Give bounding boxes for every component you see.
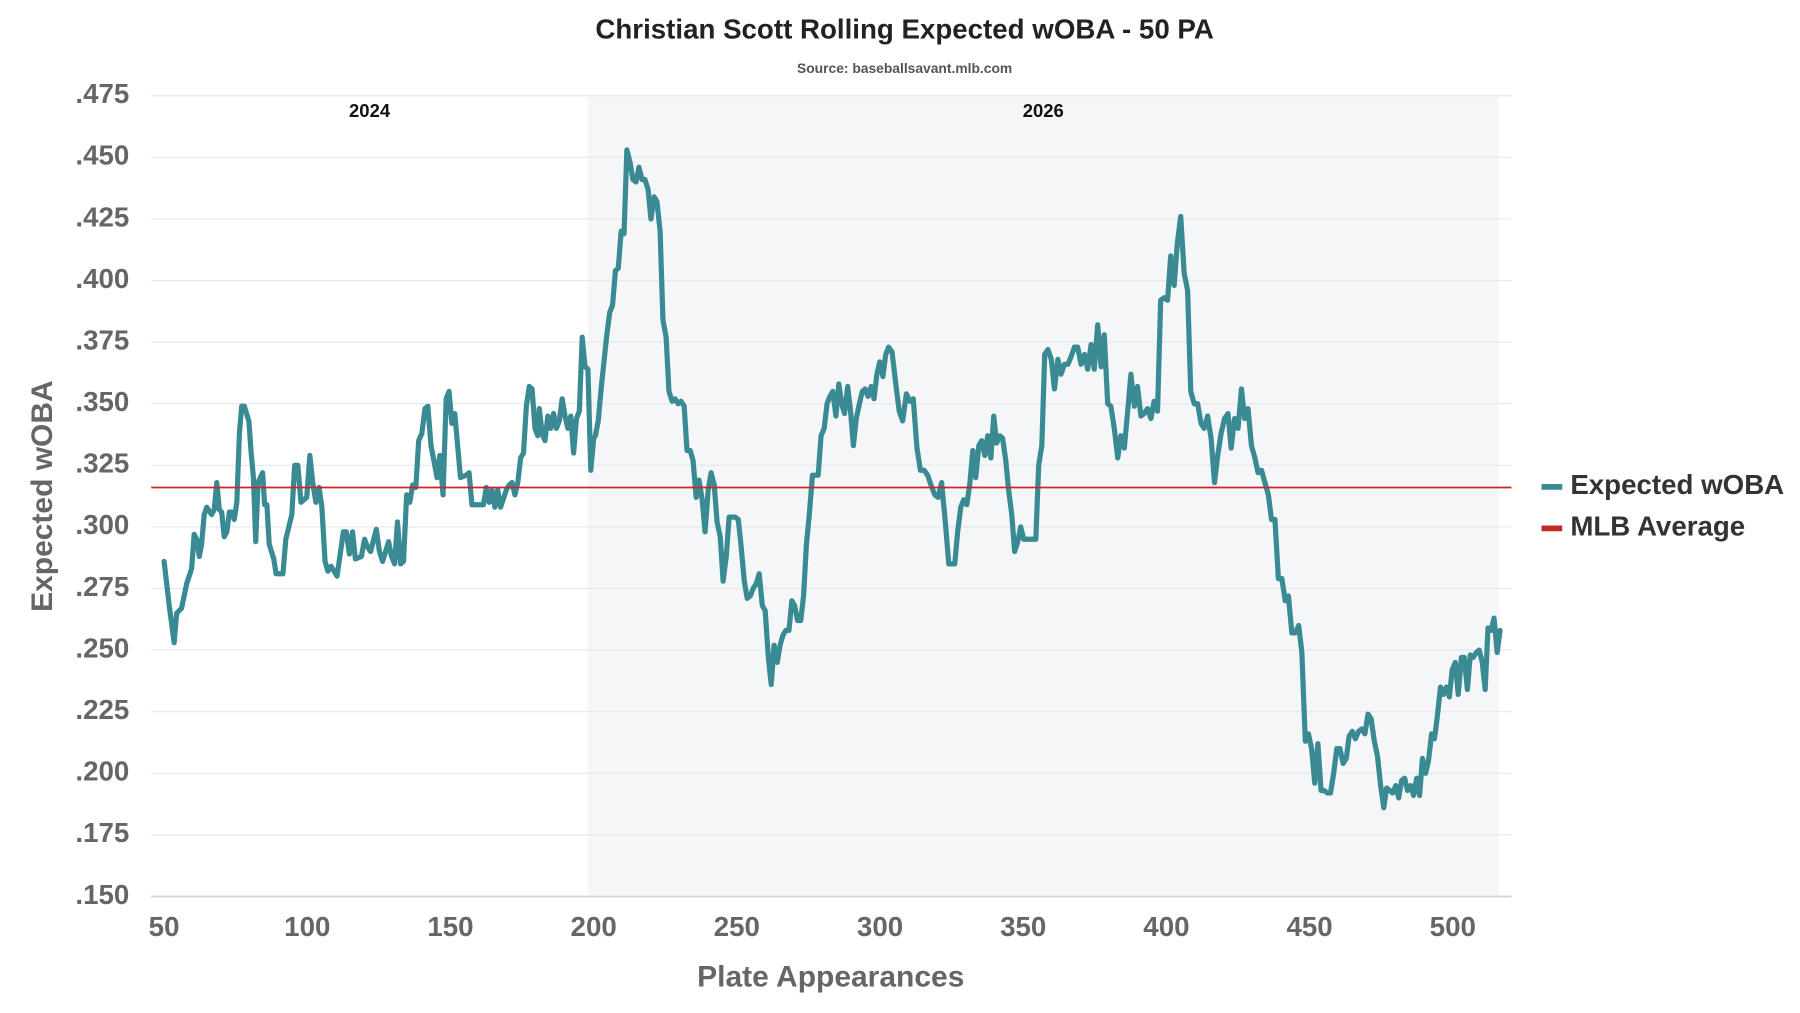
x-tick-label: 500 <box>1430 911 1476 942</box>
y-tick-label: .375 <box>75 324 129 355</box>
y-tick-label: .225 <box>75 694 129 725</box>
y-tick-label: .425 <box>75 201 129 232</box>
y-tick-label: .325 <box>75 448 129 479</box>
x-tick-label: 350 <box>1000 911 1046 942</box>
legend-label: Expected wOBA <box>1570 469 1784 500</box>
x-axis-title: Plate Appearances <box>697 960 964 993</box>
y-axis-title: Expected wOBA <box>26 380 59 612</box>
y-tick-label: .475 <box>75 78 129 109</box>
x-tick-label: 150 <box>427 911 473 942</box>
y-tick-label: .250 <box>75 632 129 663</box>
y-tick-label: .400 <box>75 263 129 294</box>
y-tick-label: .175 <box>75 817 129 848</box>
x-tick-label: 450 <box>1286 911 1332 942</box>
y-tick-label: .450 <box>75 140 129 171</box>
chart-subtitle: Source: baseballsavant.mlb.com <box>797 60 1012 76</box>
x-tick-label: 250 <box>714 911 760 942</box>
grid <box>151 95 1512 898</box>
y-tick-label: .150 <box>75 879 129 910</box>
y-tick-label: .300 <box>75 509 129 540</box>
x-tick-label: 100 <box>284 911 330 942</box>
y-tick-label: .350 <box>75 386 129 417</box>
season-label: 2024 <box>349 100 391 121</box>
season-label: 2026 <box>1023 100 1064 121</box>
x-tick-label: 50 <box>149 911 180 942</box>
season-bands <box>151 95 1499 897</box>
season-band <box>587 95 1499 897</box>
y-tick-label: .275 <box>75 571 129 602</box>
chart-title: Christian Scott Rolling Expected wOBA - … <box>595 13 1213 44</box>
legend-label: MLB Average <box>1570 511 1745 542</box>
x-tick-label: 200 <box>571 911 617 942</box>
series-line <box>161 147 1503 811</box>
x-tick-label: 400 <box>1143 911 1189 942</box>
y-tick-label: .200 <box>75 756 129 787</box>
x-tick-label: 300 <box>857 911 903 942</box>
